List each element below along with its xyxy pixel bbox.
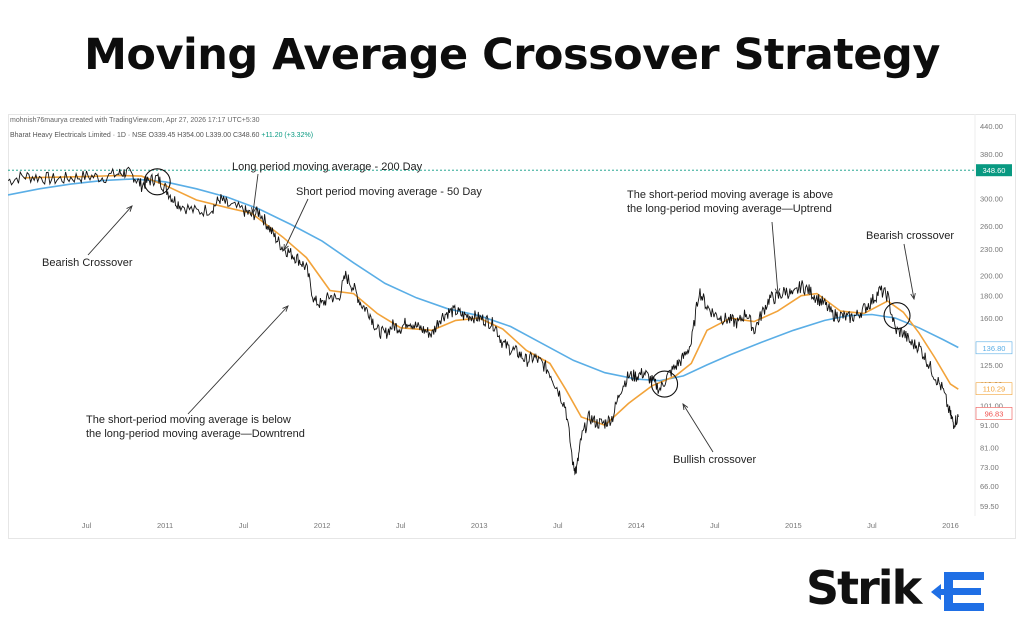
arrow-uptrend <box>771 221 779 295</box>
y-tick-label: 230.00 <box>980 245 1003 254</box>
last-price-label-box <box>976 164 1012 177</box>
x-tick-label: 2011 <box>157 521 173 530</box>
price-low-label-box <box>975 407 1013 420</box>
arrow-bullish-head <box>682 403 689 410</box>
x-tick-label: Jul <box>553 521 563 530</box>
crossover-circle <box>883 302 911 330</box>
crossover-circle <box>651 370 679 398</box>
x-tick-label: 2016 <box>942 521 959 530</box>
arrow-long-ma-head <box>250 207 257 215</box>
price-change: +11.20 (+3.32%) <box>261 132 314 139</box>
annotation-downtrend-1: The short-period moving average is below <box>86 414 291 426</box>
x-tick-label: 2015 <box>785 521 802 530</box>
last-price-label: 348.60 <box>983 166 1006 175</box>
strike-logo: Strik <box>806 561 984 615</box>
sma-50-line <box>23 174 959 427</box>
chart-credit: mohnish76maurya created with TradingView… <box>10 117 260 124</box>
sma-50-value-label-box <box>975 382 1013 395</box>
arrow-uptrend-head <box>774 288 781 296</box>
price-line <box>8 166 959 476</box>
annotation-bearish-right: Bearish crossover <box>866 230 954 242</box>
arrow-downtrend-head <box>282 305 289 312</box>
y-tick-label: 81.00 <box>980 443 999 452</box>
y-tick-label: 66.00 <box>980 482 999 491</box>
logo-wordmark: Strik <box>806 561 924 615</box>
x-tick-label: Jul <box>710 521 720 530</box>
arrow-short-ma <box>283 198 309 251</box>
arrow-downtrend <box>187 305 289 415</box>
arrow-bearish-left <box>87 205 133 256</box>
ohlc-values: O339.45 H354.00 L339.00 C348.60 <box>148 132 260 139</box>
arrow-bearish-right-head <box>910 293 916 301</box>
page-title: Moving Average Crossover Strategy <box>84 30 940 80</box>
symbol-name: Bharat Heavy Electricals Limited · 1D · … <box>10 132 147 139</box>
arrow-bearish-left-head <box>126 205 133 212</box>
y-tick-label: 440.00 <box>980 122 1003 131</box>
y-tick-label: 200.00 <box>980 272 1003 281</box>
arrow-bullish <box>682 403 714 453</box>
x-tick-label: Jul <box>82 521 92 530</box>
arrow-short-ma-head <box>283 243 289 252</box>
price-chart: 440.00380.00350.00300.00260.00230.00200.… <box>8 114 1013 530</box>
x-tick-label: 2013 <box>471 521 488 530</box>
y-tick-label: 125.00 <box>980 361 1003 370</box>
y-tick-label: 380.00 <box>980 150 1003 159</box>
arrow-long-ma <box>252 173 259 214</box>
crossover-circle <box>143 168 171 196</box>
y-tick-label: 260.00 <box>980 222 1003 231</box>
x-tick-label: Jul <box>396 521 406 530</box>
y-tick-label: 91.00 <box>980 421 999 430</box>
y-tick-label: 300.00 <box>980 195 1003 204</box>
x-tick-label: 2014 <box>628 521 645 530</box>
annotation-downtrend-2: the long-period moving average—Downtrend <box>86 428 305 440</box>
annotation-bearish-left: Bearish Crossover <box>42 257 133 269</box>
y-tick-label: 101.00 <box>980 401 1003 410</box>
annotation-bullish: Bullish crossover <box>673 454 756 466</box>
annotation-uptrend-2: the long-period moving average—Uptrend <box>627 203 832 215</box>
sma-50-value-label: 110.29 <box>983 385 1005 394</box>
y-tick-label: 180.00 <box>980 292 1003 301</box>
x-tick-label: Jul <box>239 521 249 530</box>
annotation-uptrend-1: The short-period moving average is above <box>627 189 833 201</box>
symbol-info: Bharat Heavy Electricals Limited · 1D · … <box>10 132 313 139</box>
logo-e-icon <box>931 572 984 611</box>
x-tick-label: Jul <box>867 521 877 530</box>
price-low-label: 96.83 <box>985 409 1004 418</box>
sma-200-value-label-box <box>975 341 1013 355</box>
sma-200-value-label: 136.80 <box>983 344 1006 353</box>
arrow-bearish-right <box>903 243 915 300</box>
chart-frame <box>8 114 1016 539</box>
x-tick-label: 2012 <box>314 521 331 530</box>
annotation-long-ma: Long period moving average - 200 Day <box>232 161 423 173</box>
annotation-short-ma: Short period moving average - 50 Day <box>296 186 482 198</box>
y-tick-label: 59.50 <box>980 502 999 511</box>
y-tick-label: 73.00 <box>980 463 999 472</box>
y-tick-label: 160.00 <box>980 314 1003 323</box>
